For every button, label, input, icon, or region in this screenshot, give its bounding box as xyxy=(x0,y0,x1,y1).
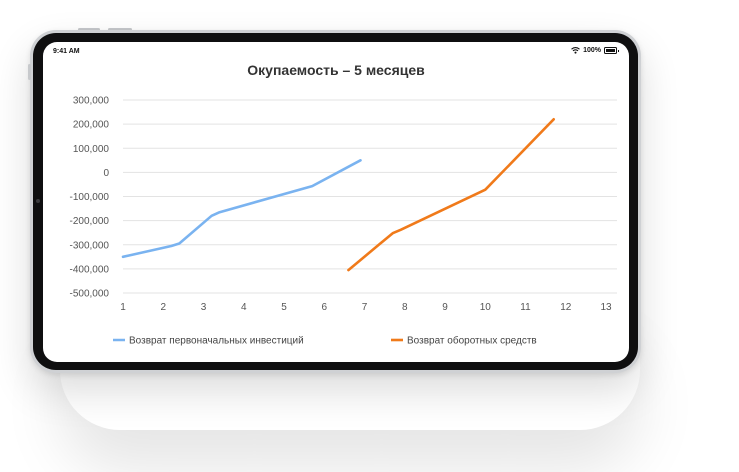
wifi-icon xyxy=(571,47,580,54)
x-tick-label: 10 xyxy=(480,302,492,313)
chart-area: 300,000 200,000 100,000 0 -100,000 -200,000 -3… xyxy=(70,96,617,347)
battery-icon xyxy=(604,47,619,54)
y-tick-label: -400,000 xyxy=(70,264,110,275)
battery-percent: 100% xyxy=(583,47,601,54)
series-line-1 xyxy=(121,159,362,259)
legend-label: Возврат оборотных средств xyxy=(407,335,537,347)
status-time: 9:41 AM xyxy=(53,48,80,55)
x-tick-label: 3 xyxy=(201,302,207,313)
y-tick-label: -300,000 xyxy=(70,240,110,251)
x-tick-label: 7 xyxy=(362,302,368,313)
volume-button xyxy=(78,28,100,31)
side-button xyxy=(28,64,31,80)
x-tick-label: 6 xyxy=(321,302,327,313)
y-tick-label: 300,000 xyxy=(73,96,110,107)
legend-label: Возврат первоначальных инвестиций xyxy=(129,336,304,347)
y-tick-label: -500,000 xyxy=(70,289,110,300)
x-tick-label: 2 xyxy=(160,302,166,313)
x-tick-label: 5 xyxy=(281,302,287,313)
legend: Возврат первоначальных инвестиций Возврат… xyxy=(113,335,537,347)
x-tick-label: 9 xyxy=(442,302,448,313)
series-layer xyxy=(121,118,555,272)
x-tick-label: 11 xyxy=(520,302,531,313)
y-tick-label: 200,000 xyxy=(73,120,110,131)
y-tick-label: -100,000 xyxy=(70,192,110,203)
y-tick-label: 0 xyxy=(103,168,109,179)
series-line-2 xyxy=(347,118,555,272)
x-tick-label: 1 xyxy=(120,302,126,313)
x-tick-label: 4 xyxy=(241,302,247,313)
y-tick-label: -200,000 xyxy=(70,216,110,227)
x-tick-label: 8 xyxy=(402,302,408,313)
x-axis-ticks: 1 2 3 4 5 6 7 8 9 10 11 12 13 xyxy=(120,302,612,313)
grid-layer xyxy=(123,99,617,294)
y-tick-label: 100,000 xyxy=(73,144,110,155)
chart-title: Окупаемость – 5 месяцев xyxy=(247,62,425,78)
x-tick-label: 13 xyxy=(600,302,612,313)
tablet-screen: 9:41 AM 100% Окупаемость – 5 месяцев 300… xyxy=(43,42,629,362)
volume-button xyxy=(108,28,132,31)
y-axis-ticks: 300,000 200,000 100,000 0 -100,000 -200,000 -3… xyxy=(70,96,110,300)
status-indicators: 100% xyxy=(571,47,619,54)
x-tick-label: 12 xyxy=(560,302,572,313)
camera-dot xyxy=(36,199,40,203)
